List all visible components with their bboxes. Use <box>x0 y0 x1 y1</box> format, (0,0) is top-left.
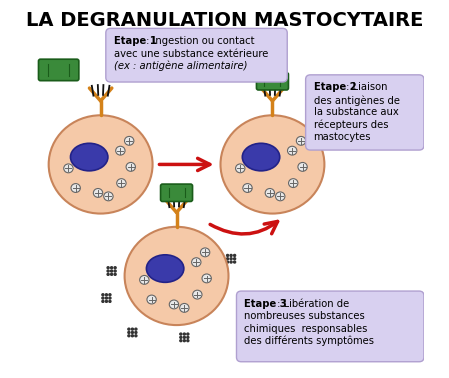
Circle shape <box>114 273 116 275</box>
Circle shape <box>132 332 133 333</box>
Text: des différents symptômes: des différents symptômes <box>244 336 374 346</box>
Circle shape <box>180 336 182 338</box>
Circle shape <box>227 261 229 263</box>
Circle shape <box>183 333 185 335</box>
Circle shape <box>109 294 111 296</box>
Circle shape <box>109 297 111 299</box>
Circle shape <box>227 254 229 256</box>
Circle shape <box>230 261 232 263</box>
Circle shape <box>287 146 297 155</box>
Text: Etape 3: Etape 3 <box>244 299 287 308</box>
Text: : Ingestion ou contact: : Ingestion ou contact <box>143 36 255 46</box>
Text: (ex : antigène alimentaire): (ex : antigène alimentaire) <box>114 61 247 71</box>
Text: des antigènes de: des antigènes de <box>313 95 400 106</box>
Circle shape <box>200 248 210 257</box>
Circle shape <box>116 146 125 155</box>
Circle shape <box>102 294 104 296</box>
Circle shape <box>180 333 182 335</box>
Circle shape <box>106 294 107 296</box>
Ellipse shape <box>242 143 280 171</box>
Circle shape <box>265 189 274 197</box>
Circle shape <box>180 304 189 312</box>
Circle shape <box>202 274 211 283</box>
Circle shape <box>183 336 185 338</box>
Circle shape <box>233 261 236 263</box>
Circle shape <box>230 258 232 260</box>
Circle shape <box>128 335 130 337</box>
FancyBboxPatch shape <box>161 184 193 201</box>
Circle shape <box>93 189 103 197</box>
Circle shape <box>107 267 109 269</box>
Circle shape <box>227 258 229 260</box>
Circle shape <box>230 254 232 256</box>
Circle shape <box>64 164 73 173</box>
Circle shape <box>233 258 236 260</box>
Text: avec une substance extérieure: avec une substance extérieure <box>114 49 268 59</box>
Text: : Liaison: : Liaison <box>343 82 387 92</box>
Circle shape <box>114 270 116 272</box>
Circle shape <box>220 115 324 214</box>
Text: chimiques  responsables: chimiques responsables <box>244 324 368 333</box>
Circle shape <box>140 276 149 284</box>
Text: LA DEGRANULATION MASTOCYTAIRE: LA DEGRANULATION MASTOCYTAIRE <box>26 11 423 30</box>
Circle shape <box>106 297 107 299</box>
Circle shape <box>110 267 113 269</box>
Circle shape <box>107 270 109 272</box>
Circle shape <box>102 301 104 302</box>
Circle shape <box>128 328 130 330</box>
Circle shape <box>125 227 229 325</box>
Circle shape <box>109 301 111 302</box>
Circle shape <box>104 192 113 201</box>
Circle shape <box>187 340 189 342</box>
Circle shape <box>128 332 130 333</box>
Text: récepteurs des: récepteurs des <box>313 119 388 130</box>
Circle shape <box>48 115 153 214</box>
Text: : Libération de: : Libération de <box>274 299 349 308</box>
Circle shape <box>236 164 245 173</box>
Circle shape <box>289 179 298 187</box>
Text: Etape 2: Etape 2 <box>313 82 356 92</box>
Circle shape <box>276 192 285 201</box>
FancyBboxPatch shape <box>237 291 424 362</box>
Circle shape <box>107 273 109 275</box>
Circle shape <box>169 300 179 309</box>
Circle shape <box>296 136 306 145</box>
FancyBboxPatch shape <box>106 28 287 82</box>
Circle shape <box>132 328 133 330</box>
Circle shape <box>183 340 185 342</box>
Circle shape <box>114 267 116 269</box>
Text: Etape 1: Etape 1 <box>114 36 157 46</box>
Circle shape <box>71 184 80 192</box>
Ellipse shape <box>146 255 184 282</box>
Text: mastocytes: mastocytes <box>313 132 371 141</box>
Circle shape <box>126 163 136 171</box>
Text: nombreuses substances: nombreuses substances <box>244 311 365 321</box>
Circle shape <box>233 254 236 256</box>
Circle shape <box>135 335 137 337</box>
Circle shape <box>110 270 113 272</box>
Circle shape <box>135 328 137 330</box>
Circle shape <box>147 295 156 304</box>
Circle shape <box>298 163 307 171</box>
Circle shape <box>180 340 182 342</box>
Circle shape <box>193 290 202 299</box>
FancyBboxPatch shape <box>306 75 424 150</box>
FancyBboxPatch shape <box>256 73 288 90</box>
Circle shape <box>132 335 133 337</box>
Circle shape <box>110 273 113 275</box>
Circle shape <box>135 332 137 333</box>
Circle shape <box>187 333 189 335</box>
Circle shape <box>124 136 134 145</box>
Circle shape <box>117 179 126 187</box>
FancyBboxPatch shape <box>39 59 79 81</box>
Text: la substance aux: la substance aux <box>313 107 398 117</box>
Ellipse shape <box>70 143 108 171</box>
Circle shape <box>192 258 201 266</box>
Circle shape <box>243 184 252 192</box>
Circle shape <box>102 297 104 299</box>
Circle shape <box>106 301 107 302</box>
Circle shape <box>187 336 189 338</box>
